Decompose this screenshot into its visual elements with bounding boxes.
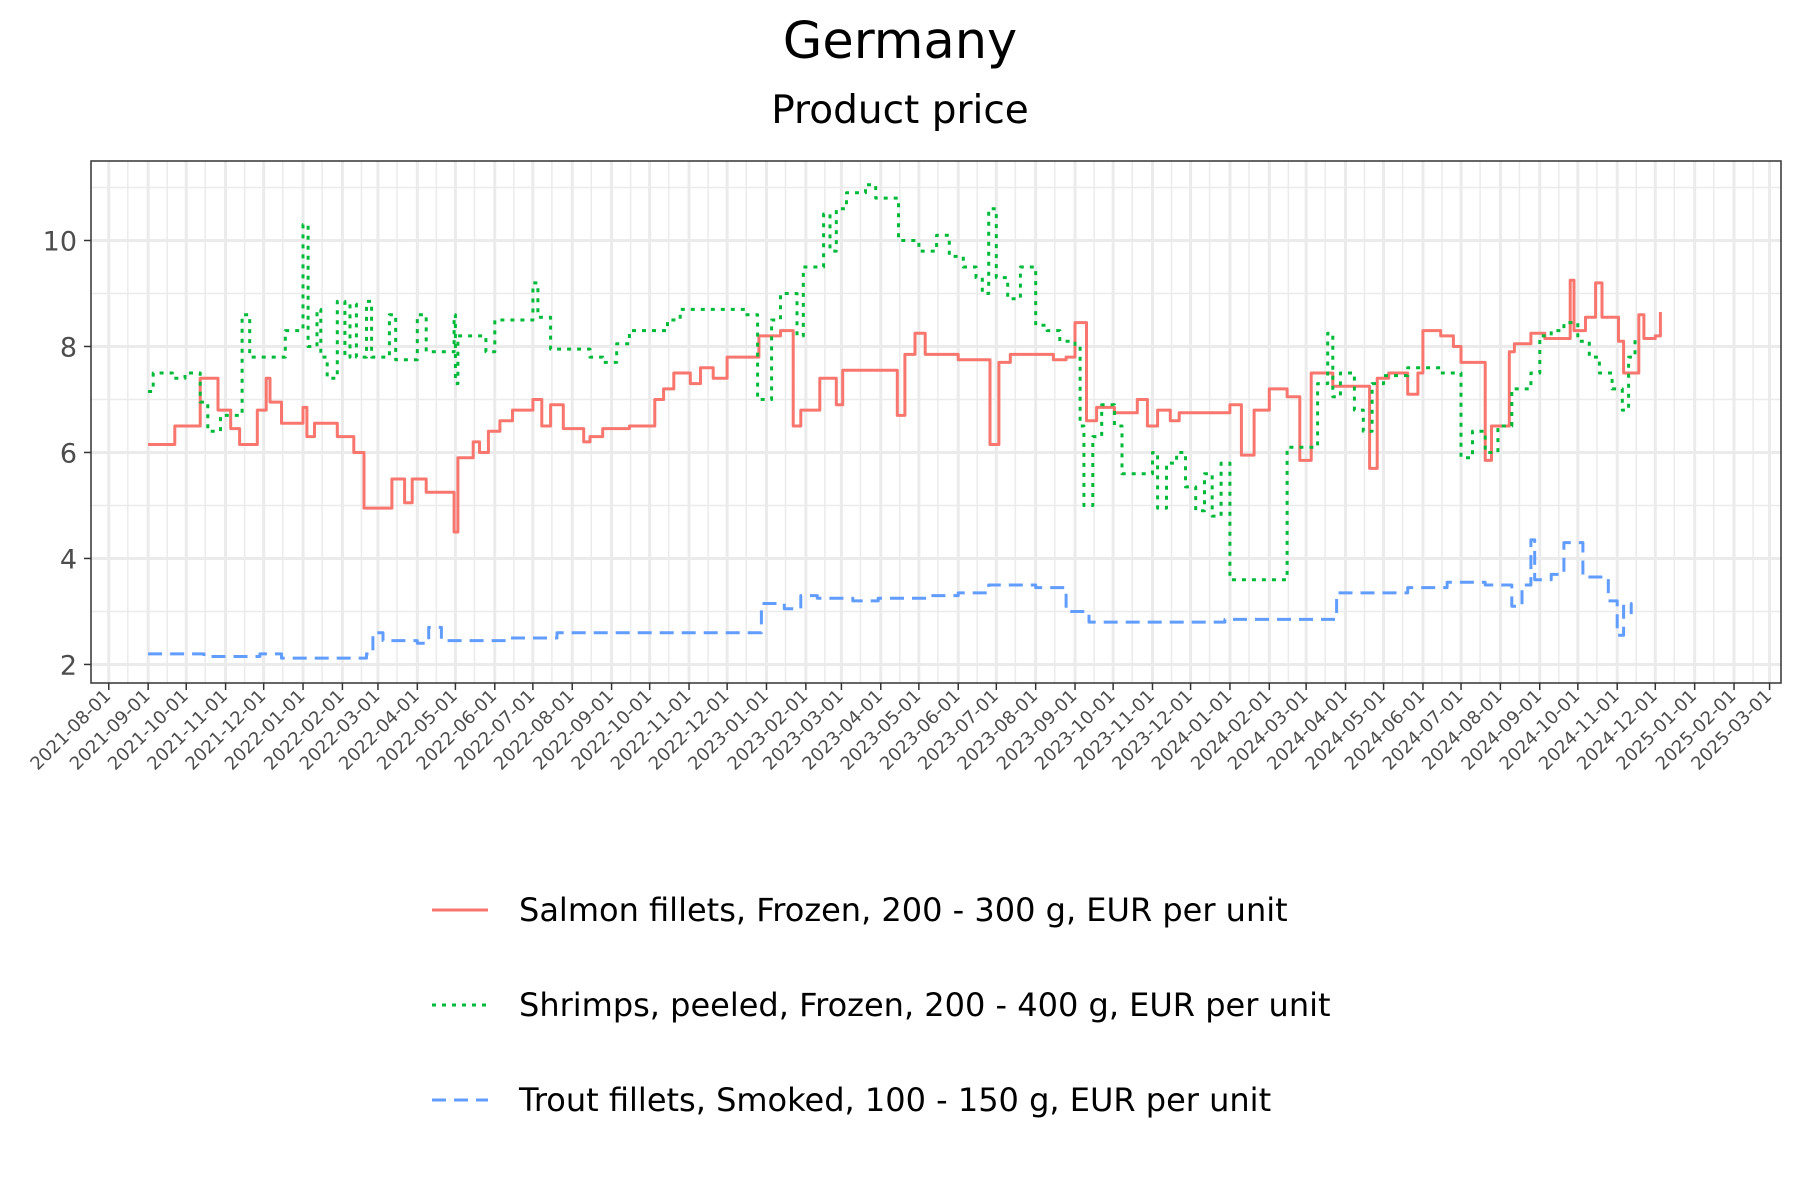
legend-key-shrimps xyxy=(432,1003,488,1007)
y-tick-label: 6 xyxy=(60,438,77,469)
y-tick-label: 4 xyxy=(60,544,77,575)
legend-label-shrimps: Shrimps, peeled, Frozen, 200 - 400 g, EU… xyxy=(519,986,1331,1024)
legend-label-trout: Trout fillets, Smoked, 100 - 150 g, EUR … xyxy=(519,1081,1272,1119)
series-line-2 xyxy=(148,538,1633,660)
x-axis: 2021-08-012021-09-012021-10-012021-11-01… xyxy=(26,683,1776,775)
series-line-0 xyxy=(148,278,1662,534)
y-tick-label: 2 xyxy=(60,650,77,681)
y-tick-label: 10 xyxy=(43,226,77,257)
chart-subtitle: Product price xyxy=(771,88,1029,133)
legend-key-salmon xyxy=(432,908,488,912)
chart-title: Germany xyxy=(782,12,1018,71)
y-axis: 2 4 6 8 10 xyxy=(43,226,91,681)
y-tick-label: 8 xyxy=(60,332,77,363)
plot-border xyxy=(90,160,1782,684)
major-gridlines xyxy=(91,161,1781,683)
legend-key-trout xyxy=(432,1098,488,1102)
series-layer xyxy=(148,183,1662,660)
legend-label-salmon: Salmon fillets, Frozen, 200 - 300 g, EUR… xyxy=(519,891,1288,929)
series-line-1 xyxy=(148,183,1637,582)
